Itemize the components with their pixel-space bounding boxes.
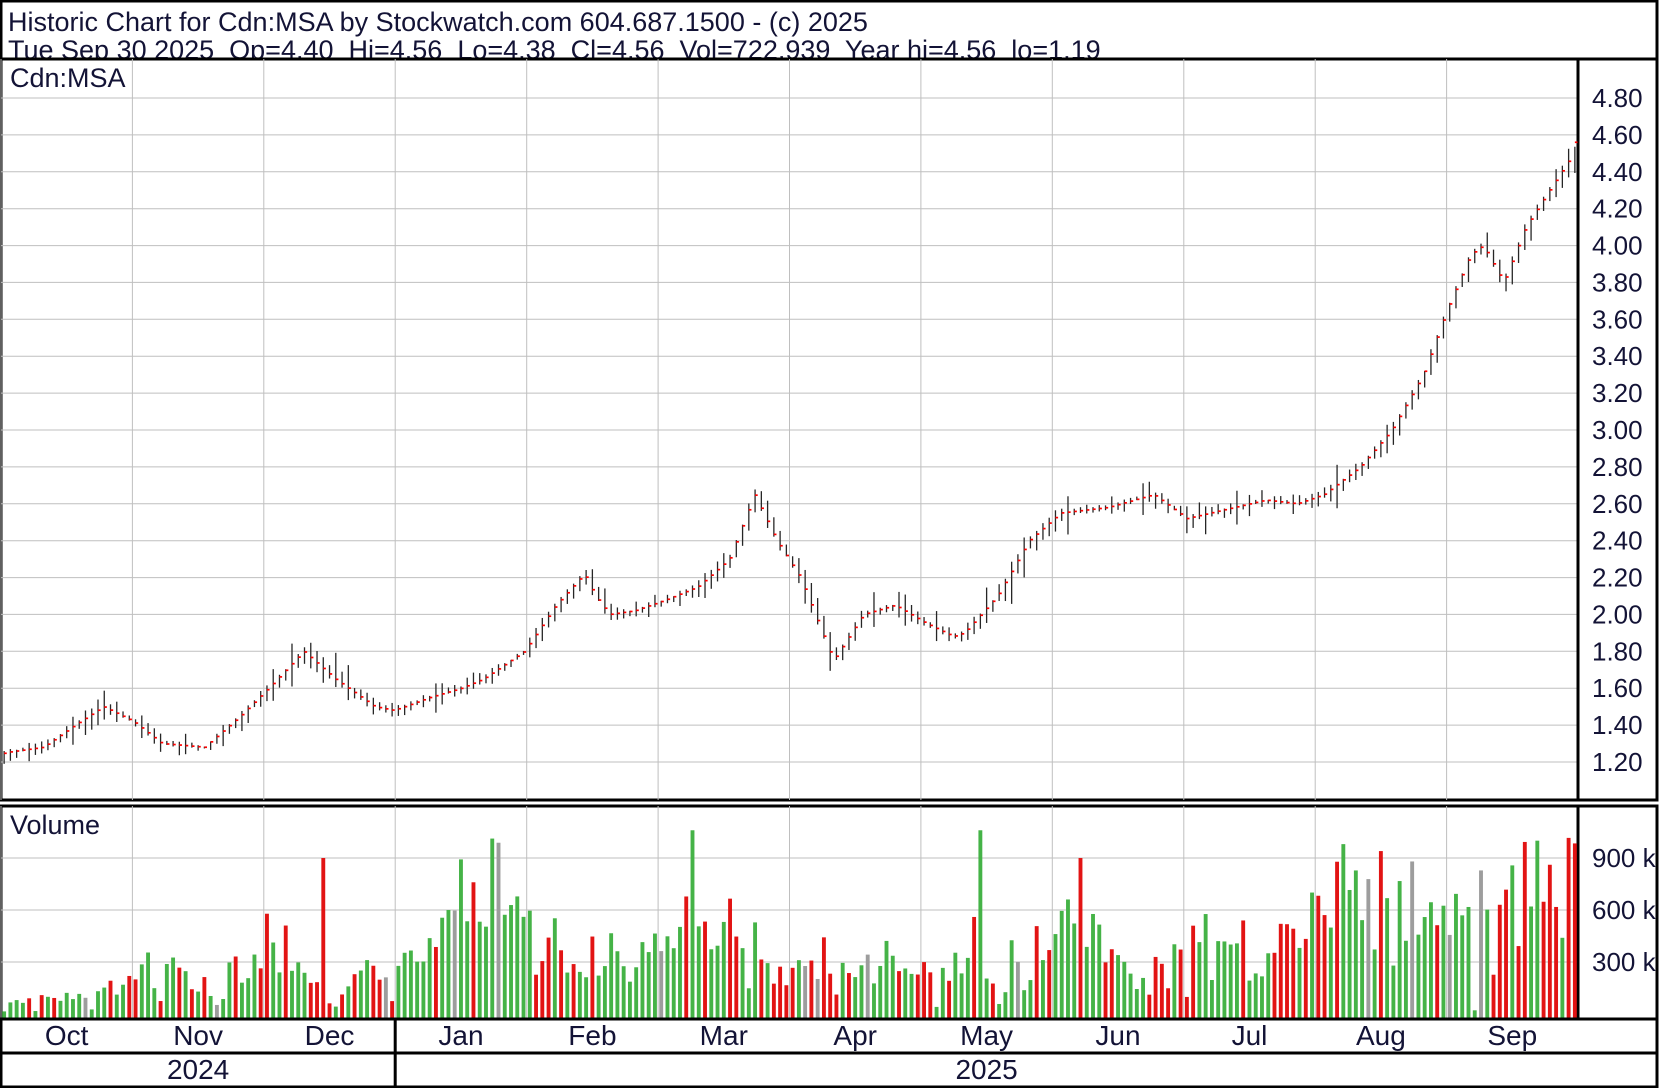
svg-text:Jul: Jul	[1232, 1020, 1268, 1051]
svg-text:2025: 2025	[955, 1054, 1017, 1085]
svg-text:Mar: Mar	[700, 1020, 748, 1051]
svg-text:Aug: Aug	[1356, 1020, 1406, 1051]
svg-text:Sep: Sep	[1487, 1020, 1537, 1051]
svg-text:Dec: Dec	[305, 1020, 355, 1051]
svg-text:Jan: Jan	[438, 1020, 483, 1051]
svg-text:Apr: Apr	[833, 1020, 877, 1051]
svg-text:May: May	[960, 1020, 1013, 1051]
svg-text:Jun: Jun	[1095, 1020, 1140, 1051]
svg-text:Nov: Nov	[173, 1020, 223, 1051]
svg-text:Feb: Feb	[568, 1020, 616, 1051]
svg-text:Oct: Oct	[45, 1020, 89, 1051]
svg-text:2024: 2024	[167, 1054, 229, 1085]
